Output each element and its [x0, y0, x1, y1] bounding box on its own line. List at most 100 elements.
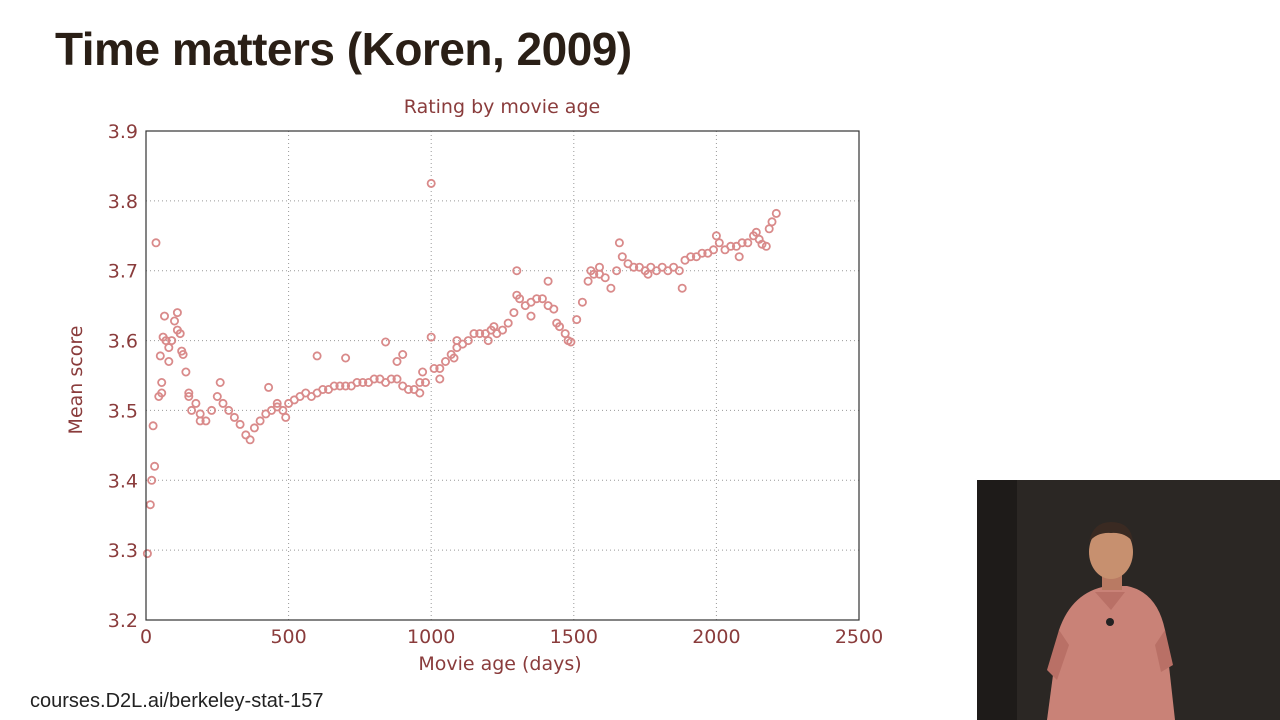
footer-url: courses.D2L.ai/berkeley-stat-157	[30, 690, 324, 712]
data-point	[629, 262, 639, 272]
data-point	[172, 308, 182, 318]
y-tick-label: 3.7	[108, 261, 138, 283]
speaker-figure	[977, 480, 1280, 720]
data-point	[767, 217, 777, 227]
speaker-video	[977, 480, 1280, 720]
data-point	[341, 353, 351, 363]
data-point	[643, 269, 653, 279]
data-point	[191, 398, 201, 408]
scatter-chart: Rating by movie age Movie age (days) Mea…	[65, 96, 883, 675]
data-point	[264, 382, 274, 392]
data-point	[187, 405, 197, 415]
data-point	[142, 549, 152, 559]
data-point	[386, 374, 396, 384]
tick-labels: 0 500 1000 1500 2000 2500 3.2 3.3 3.4 3.5 3.6 3.7 3.…	[108, 121, 883, 648]
data-point	[255, 416, 265, 426]
data-point	[552, 318, 562, 328]
data-point	[674, 266, 684, 276]
data-point	[172, 325, 182, 335]
y-tick-label: 3.6	[108, 331, 138, 353]
y-tick-label: 3.3	[108, 540, 138, 562]
data-point	[150, 461, 160, 471]
data-point	[512, 266, 522, 276]
data-point	[429, 363, 439, 373]
data-point	[435, 363, 445, 373]
data-point	[463, 336, 473, 346]
data-point	[526, 311, 536, 321]
data-point	[426, 178, 436, 188]
data-point	[771, 208, 781, 218]
grid	[146, 131, 859, 620]
data-point	[617, 252, 627, 262]
data-point	[145, 500, 155, 510]
data-point	[612, 266, 622, 276]
data-point	[218, 398, 228, 408]
data-point	[201, 416, 211, 426]
x-tick-label: 1000	[407, 626, 455, 648]
data-point	[235, 419, 245, 429]
data-point	[595, 262, 605, 272]
data-point	[249, 423, 259, 433]
data-point	[503, 318, 513, 328]
data-point	[577, 297, 587, 307]
data-point	[272, 398, 282, 408]
y-tick-label: 3.8	[108, 191, 138, 213]
data-point	[159, 311, 169, 321]
data-point	[509, 308, 519, 318]
y-tick-label: 3.5	[108, 400, 138, 422]
x-tick-label: 2500	[835, 626, 883, 648]
data-point	[743, 238, 753, 248]
data-point	[737, 238, 747, 248]
data-point	[392, 356, 402, 366]
data-point	[335, 381, 345, 391]
data-point	[711, 231, 721, 241]
data-point	[734, 252, 744, 262]
data-point	[475, 329, 485, 339]
data-point	[369, 374, 379, 384]
data-point	[566, 337, 576, 347]
data-point	[341, 381, 351, 391]
data-point	[483, 336, 493, 346]
data-point	[403, 384, 413, 394]
data-point	[761, 241, 771, 251]
data-point	[515, 294, 525, 304]
data-point	[352, 377, 362, 387]
data-point	[155, 351, 165, 361]
y-tick-label: 3.9	[108, 121, 138, 143]
data-point	[435, 374, 445, 384]
data-point	[392, 374, 402, 384]
data-point	[537, 294, 547, 304]
y-axis-label: Mean score	[65, 326, 87, 435]
data-point	[452, 336, 462, 346]
data-point	[224, 405, 234, 415]
data-point	[398, 349, 408, 359]
x-axis-label: Movie age (days)	[418, 653, 581, 675]
data-point	[167, 336, 177, 346]
data-point	[677, 283, 687, 293]
data-points	[142, 178, 781, 559]
chart-title: Rating by movie age	[404, 96, 600, 118]
data-point	[497, 325, 507, 335]
data-point	[157, 377, 167, 387]
data-point	[148, 421, 158, 431]
data-point	[329, 381, 339, 391]
data-point	[583, 276, 593, 286]
data-point	[381, 337, 391, 347]
plot-frame	[145, 130, 860, 621]
data-point	[449, 353, 459, 363]
data-point	[415, 377, 425, 387]
data-point	[151, 238, 161, 248]
data-point	[709, 245, 719, 255]
slide-title: Time matters (Koren, 2009)	[55, 23, 632, 75]
x-tick-label: 2000	[692, 626, 740, 648]
y-tick-label: 3.4	[108, 470, 138, 492]
data-point	[606, 283, 616, 293]
data-point	[415, 388, 425, 398]
data-point	[215, 377, 225, 387]
x-tick-label: 0	[140, 626, 152, 648]
x-tick-label: 1500	[550, 626, 598, 648]
data-point	[726, 241, 736, 251]
data-point	[184, 391, 194, 401]
data-point	[420, 377, 430, 387]
data-point	[184, 388, 194, 398]
